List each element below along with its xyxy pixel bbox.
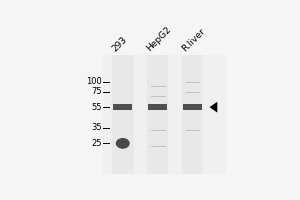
Text: 100: 100 (86, 77, 102, 86)
Bar (148, 104, 167, 110)
Bar (113, 104, 132, 110)
Bar (183, 104, 202, 110)
Bar (147, 55, 169, 174)
Bar (103, 55, 227, 174)
Polygon shape (210, 102, 217, 113)
Text: 25: 25 (91, 139, 102, 148)
Bar (112, 55, 134, 174)
Text: HepG2: HepG2 (145, 25, 173, 53)
Bar (182, 55, 203, 174)
Text: 35: 35 (91, 123, 102, 132)
Text: R.liver: R.liver (180, 27, 207, 53)
Text: 293: 293 (110, 35, 129, 53)
Ellipse shape (116, 138, 130, 149)
Text: 55: 55 (91, 103, 102, 112)
Text: 75: 75 (91, 87, 102, 96)
